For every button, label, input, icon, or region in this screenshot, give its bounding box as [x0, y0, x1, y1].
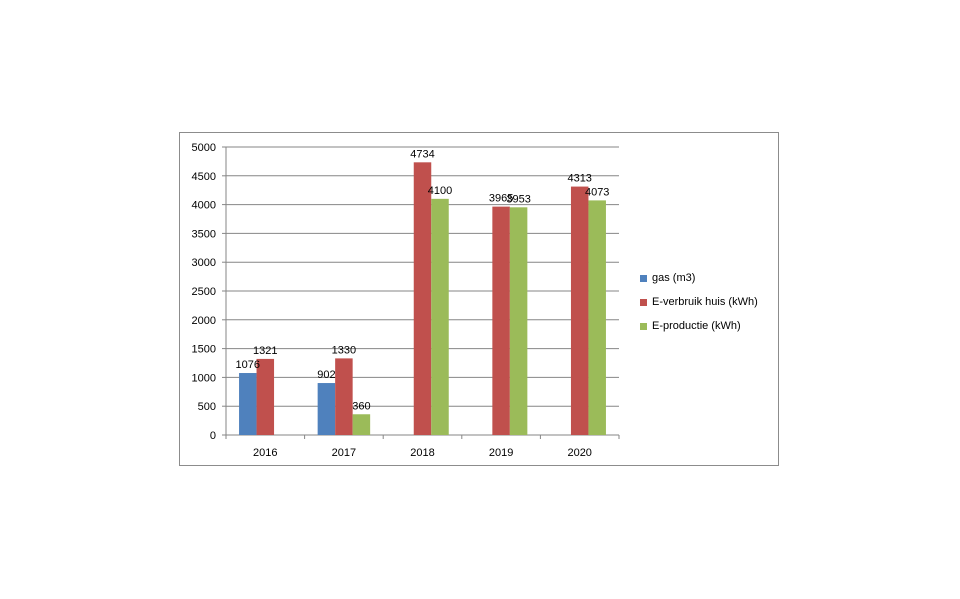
legend-label-e-productie: E-productie (kWh): [652, 320, 741, 332]
y-tick-label: 4500: [192, 171, 216, 183]
data-label: 1330: [332, 344, 356, 356]
bar: [431, 198, 449, 435]
data-label: 4313: [567, 173, 591, 185]
bar: [352, 414, 371, 435]
legend-swatch-e-verbruik: [640, 298, 647, 306]
bar: [492, 206, 510, 435]
data-label: 4073: [585, 186, 609, 198]
x-tick-label: 2020: [567, 447, 591, 459]
legend: gas (m3) E-verbruik huis (kWh) E-product…: [640, 266, 780, 338]
legend-label-gas: gas (m3): [652, 272, 696, 284]
y-tick-label: 3500: [192, 228, 216, 240]
data-label: 3953: [506, 193, 530, 205]
bar: [413, 162, 432, 435]
chart-area: [179, 132, 779, 466]
y-tick-label: 1000: [192, 372, 216, 384]
data-label: 1076: [236, 359, 260, 371]
data-label: 4100: [428, 185, 452, 197]
bar: [317, 383, 336, 435]
x-tick-label: 2018: [410, 447, 434, 459]
legend-item-e-verbruik: E-verbruik huis (kWh): [640, 290, 780, 314]
bar: [588, 200, 606, 435]
data-label: 902: [317, 369, 335, 381]
data-label: 360: [352, 400, 370, 412]
y-tick-label: 2000: [192, 315, 216, 327]
bar: [239, 373, 257, 435]
bar: [509, 207, 528, 435]
x-tick-label: 2016: [253, 447, 277, 459]
x-tick-label: 2019: [489, 447, 513, 459]
data-label: 1321: [253, 345, 277, 357]
bar: [335, 358, 353, 435]
legend-item-gas: gas (m3): [640, 266, 780, 290]
bar: [256, 358, 275, 435]
data-label: 4734: [410, 148, 434, 160]
x-tick-label: 2017: [332, 447, 356, 459]
y-tick-label: 2500: [192, 286, 216, 298]
legend-item-e-productie: E-productie (kWh): [640, 314, 780, 338]
data-label: 3965: [489, 193, 513, 205]
bar: [570, 186, 589, 435]
y-tick-label: 500: [198, 401, 216, 413]
y-tick-label: 4000: [192, 200, 216, 212]
legend-label-e-verbruik: E-verbruik huis (kWh): [652, 296, 758, 308]
legend-swatch-gas: [640, 274, 647, 282]
legend-swatch-e-productie: [640, 322, 647, 330]
y-tick-label: 1500: [192, 344, 216, 356]
y-tick-label: 3000: [192, 257, 216, 269]
y-tick-label: 0: [210, 430, 216, 442]
y-tick-label: 5000: [192, 142, 216, 154]
